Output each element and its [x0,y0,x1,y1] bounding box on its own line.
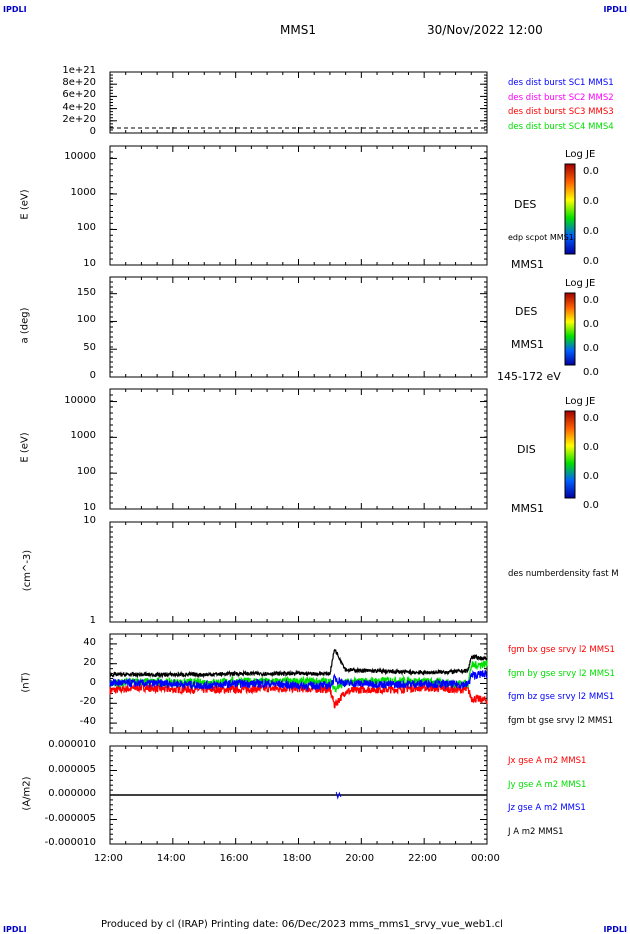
y-tick-label: 50 [83,342,96,354]
colorbar [564,163,576,255]
y-tick-label: 0.000005 [48,763,96,775]
y-tick-label: 10000 [64,151,96,163]
y-axis-label: (A/m2) [21,776,33,811]
legend-jx-gse: Jx gse A m2 MMS1 [508,756,587,766]
x-tick-label: 20:00 [345,853,375,864]
y-tick-label: 1000 [70,186,96,198]
panel-frame-p2 [109,145,488,266]
legend-des-dist: des dist burst SC3 MMS3 [508,107,614,117]
y-tick-label: 150 [76,286,96,298]
y-tick-label: 0 [89,126,96,137]
panel-label: MMS1 [511,338,544,351]
y-tick-label: 2e+20 [62,113,96,125]
y-tick-label: 10 [83,515,96,526]
y-tick-label: -0.000005 [44,812,96,824]
colorbar-title: Log JE [565,149,596,160]
corner-label-tl: IPDLI [3,5,27,14]
datetime-title: 30/Nov/2022 12:00 [427,23,543,37]
x-tick-label: 12:00 [94,853,123,864]
panel-label: DES [515,305,538,318]
colorbar-tick-label: 0.0 [583,471,599,482]
spacecraft-title: MMS1 [280,23,316,37]
colorbar-tick-label: 0.0 [583,500,599,511]
colorbar-tick-label: 0.0 [583,295,599,306]
x-tick-label: 16:00 [219,853,249,864]
legend-des-dist: des dist burst SC4 MMS4 [508,121,614,132]
colorbar-tick-label: 0.0 [583,319,599,330]
legend-jz-gse: Jz gse A m2 MMS1 [508,803,586,813]
colorbar-tick-label: 0.0 [583,196,599,207]
y-tick-label: 10000 [64,394,96,406]
legend-fgm-by: fgm by gse srvy l2 MMS1 [508,668,615,679]
corner-label-tr: IPDLI [603,5,627,14]
y-axis-label: E (eV) [19,188,31,220]
colorbar-tick-label: 0.0 [583,343,599,354]
legend-des-dist: des dist burst SC1 MMS1 [508,78,614,88]
y-tick-label: 1000 [70,430,96,442]
panel-label: MMS1 [511,258,544,271]
y-tick-label: 20 [83,656,96,668]
legend-fgm-bz: fgm bz gse srvy l2 MMS1 [508,692,615,702]
x-tick-label: 14:00 [156,853,186,864]
colorbar-tick-label: 0.0 [583,367,599,378]
y-tick-label: 4e+20 [62,101,96,113]
legend-des-dist: des dist burst SC2 MMS2 [508,92,614,103]
y-axis-label: E (eV) [19,432,31,463]
y-tick-label: -40 [79,716,96,728]
legend-des-numberdensity: des numberdensity fast M [508,569,619,579]
panel-label: 145-172 eV [497,370,561,383]
y-axis-label: (cm^-3) [22,549,34,592]
x-tick-label: 00:00 [471,853,500,864]
y-tick-label: 100 [76,314,96,326]
y-tick-label: 0 [89,676,96,688]
panel-frame-p5 [109,521,488,623]
corner-label-br: IPDLI [603,925,627,934]
panel-frame-p4 [109,388,488,510]
y-tick-label: 0 [89,370,96,381]
y-tick-label: 10 [83,502,96,513]
legend-jy-gse: Jy gse A m2 MMS1 [508,779,587,790]
colorbar-title: Log JE [565,396,596,407]
series-line-jz [335,791,342,800]
panel-label: MMS1 [511,502,544,515]
colorbar-tick-label: 0.0 [583,413,599,424]
colorbar-tick-label: 0.0 [583,166,599,177]
y-tick-label: -0.000010 [44,837,96,848]
colorbar-title: Log JE [565,278,596,289]
legend-fgm-bx: fgm bx gse srvy l2 MMS1 [508,645,615,655]
legend-fgm-bt: fgm bt gse srvy l2 MMS1 [508,715,614,726]
colorbar-tick-label: 0.0 [583,226,599,237]
panel-frame-p1 [109,71,488,134]
colorbar [564,410,576,499]
y-tick-label: 0.000010 [48,739,96,750]
series-line-bt [109,648,488,679]
y-axis-label: (nT) [20,671,32,693]
y-tick-label: 10 [83,258,96,269]
panel-label: edp scpot MMS1 [508,233,574,242]
x-tick-label: 22:00 [408,853,437,864]
x-tick-label: 18:00 [282,853,312,864]
y-tick-label: 6e+20 [62,89,96,101]
y-tick-label: 8e+20 [62,77,96,89]
y-tick-label: 0.000000 [48,788,96,799]
y-tick-label: 100 [76,222,96,234]
y-axis-label: a (deg) [19,307,31,344]
y-tick-label: 1 [89,615,96,626]
corner-label-bl: IPDLI [3,925,27,934]
series-line-bz [109,669,488,692]
y-tick-label: 1e+21 [62,65,96,76]
y-tick-label: -20 [79,696,96,708]
colorbar [564,292,576,366]
panel-label: DIS [517,443,536,456]
panel-frame-p3 [109,276,488,378]
y-tick-label: 100 [76,466,96,478]
legend-j-a: J A m2 MMS1 [508,826,564,837]
colorbar-tick-label: 0.0 [583,256,599,267]
colorbar-tick-label: 0.0 [583,442,599,453]
y-tick-label: 40 [83,636,96,648]
footer-text: Produced by cl (IRAP) Printing date: 06/… [101,919,503,930]
panel-label: DES [514,198,537,211]
